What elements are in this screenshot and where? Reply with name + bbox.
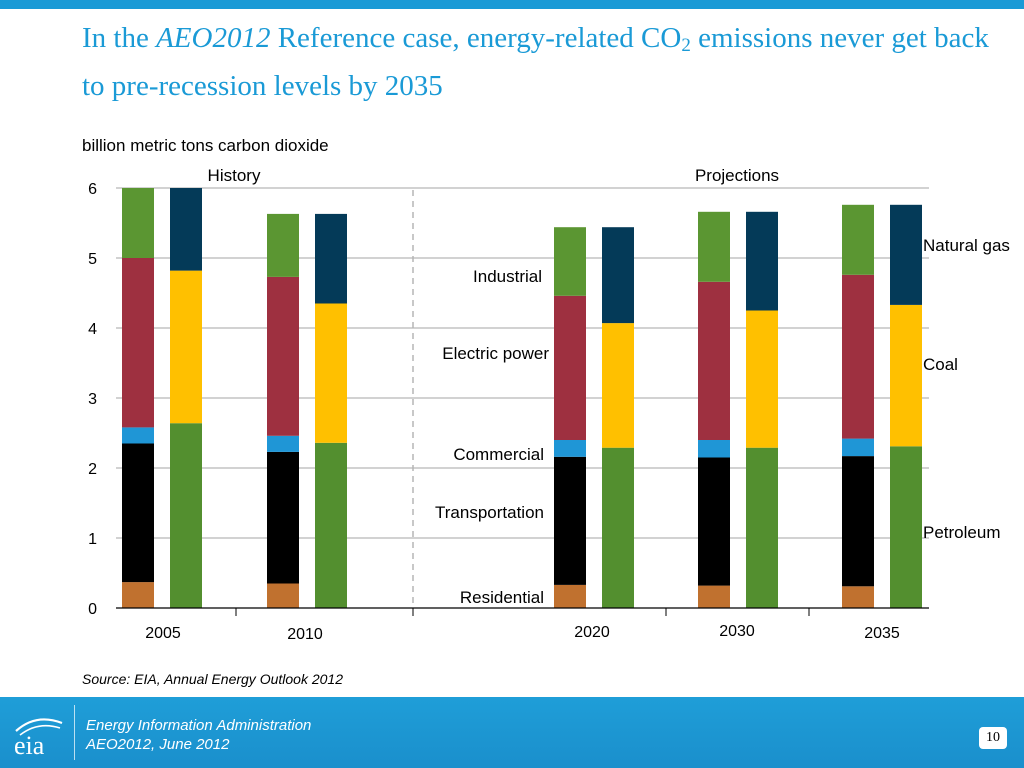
- bar-sector-commercial: [122, 427, 154, 444]
- bar-fuel-natural-gas: [890, 204, 922, 305]
- fuel-label-petroleum: Petroleum: [923, 523, 1000, 542]
- y-tick-label: 3: [88, 391, 97, 408]
- footer-bar: eia Energy Information Administration AE…: [0, 697, 1024, 768]
- bar-sector-industrial: [554, 227, 586, 296]
- bar-sector-commercial: [554, 440, 586, 457]
- y-tick-label: 0: [88, 601, 97, 618]
- y-tick-label: 4: [88, 321, 97, 338]
- sector-label-residential: Residential: [460, 588, 544, 607]
- bar-fuel-petroleum: [890, 446, 922, 608]
- sector-label-transportation: Transportation: [435, 503, 544, 522]
- top-accent-bar: [0, 0, 1024, 9]
- footer-divider: [74, 705, 75, 760]
- eia-logo: eia: [14, 718, 63, 759]
- footer-text: Energy Information Administration AEO201…: [86, 716, 311, 754]
- fuel-label-coal: Coal: [923, 355, 958, 374]
- bar-sector-electric-power: [122, 258, 154, 428]
- bar-sector-electric-power: [842, 274, 874, 439]
- bar-sector-transportation: [554, 456, 586, 585]
- source-note: Source: EIA, Annual Energy Outlook 2012: [82, 671, 343, 687]
- bar-sector-residential: [842, 586, 874, 608]
- region-label-projections: Projections: [695, 166, 779, 185]
- x-tick-label: 2005: [145, 625, 181, 642]
- title-report-name: AEO2012: [156, 22, 271, 54]
- bar-sector-commercial: [698, 440, 730, 458]
- footer-org: Energy Information Administration: [86, 717, 312, 734]
- footer-report: AEO2012, June 2012: [86, 736, 230, 753]
- bar-fuel-petroleum: [746, 447, 778, 608]
- x-tick-label: 2030: [719, 623, 755, 640]
- bar-sector-commercial: [842, 438, 874, 457]
- bar-sector-electric-power: [698, 281, 730, 440]
- bar-sector-industrial: [122, 188, 154, 258]
- sector-label-electric-power: Electric power: [442, 344, 549, 363]
- bar-fuel-petroleum: [170, 423, 202, 608]
- x-tick-label: 2010: [287, 626, 323, 643]
- logo-swoosh-outer: [15, 718, 63, 732]
- bar-sector-transportation: [122, 443, 154, 583]
- logo-text: eia: [14, 731, 45, 759]
- y-tick-label: 5: [88, 251, 97, 268]
- x-tick-label: 2035: [864, 625, 900, 642]
- bar-sector-industrial: [698, 211, 730, 282]
- bar-fuel-coal: [170, 270, 202, 424]
- emissions-chart: 0 1 2 3 4 5 6 2005 2010 2020 2030 2035 History Projec…: [88, 166, 1010, 643]
- bar-fuel-petroleum: [315, 442, 347, 608]
- bar-sector-industrial: [267, 213, 299, 277]
- y-tick-label: 2: [88, 461, 97, 478]
- bar-sector-electric-power: [267, 276, 299, 436]
- bar-sector-industrial: [842, 204, 874, 275]
- slide-title: In the AEO2012 Reference case, energy-re…: [82, 22, 989, 102]
- y-tick-label: 6: [88, 181, 97, 198]
- bar-fuel-coal: [602, 323, 634, 448]
- bar-sector-residential: [122, 582, 154, 608]
- bar-sector-electric-power: [554, 295, 586, 440]
- sector-label-industrial: Industrial: [473, 267, 542, 286]
- bar-sector-commercial: [267, 435, 299, 452]
- units-label: billion metric tons carbon dioxide: [82, 136, 329, 155]
- logo-swoosh-inner: [19, 724, 61, 736]
- bar-fuel-petroleum: [602, 447, 634, 608]
- bar-sector-transportation: [267, 451, 299, 584]
- region-label-history: History: [208, 166, 261, 185]
- bar-sector-residential: [698, 585, 730, 608]
- bar-fuel-coal: [890, 304, 922, 447]
- title-subscript: 2: [681, 35, 691, 56]
- bar-sector-transportation: [698, 457, 730, 586]
- bar-fuel-coal: [315, 303, 347, 443]
- page-number: 10: [979, 727, 1007, 749]
- bar-sector-transportation: [842, 456, 874, 587]
- sector-label-commercial: Commercial: [453, 445, 544, 464]
- x-tick-label: 2020: [574, 624, 610, 641]
- bar-fuel-natural-gas: [170, 188, 202, 271]
- bar-sector-residential: [267, 583, 299, 608]
- fuel-label-natural-gas: Natural gas: [923, 236, 1010, 255]
- bar-fuel-coal: [746, 310, 778, 448]
- bar-fuel-natural-gas: [746, 211, 778, 311]
- bar-fuel-natural-gas: [315, 213, 347, 304]
- y-tick-label: 1: [88, 531, 97, 548]
- bar-sector-residential: [554, 584, 586, 608]
- bar-fuel-natural-gas: [602, 227, 634, 324]
